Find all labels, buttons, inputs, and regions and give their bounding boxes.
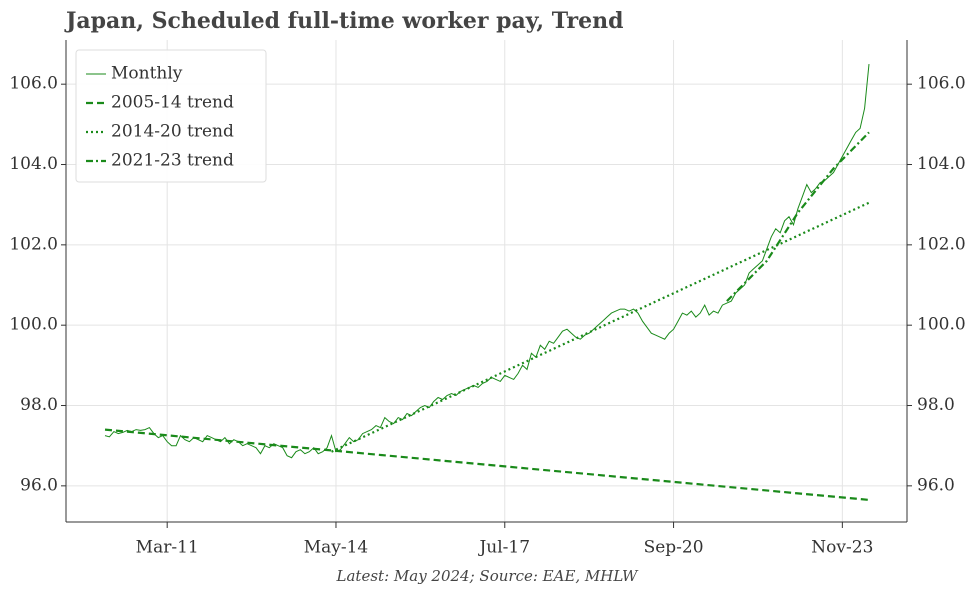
x-tick-label: Sep-20	[644, 538, 704, 558]
y2-tick-label: 96.0	[917, 475, 955, 495]
caption: Latest: May 2024; Source: EAE, MHLW	[336, 567, 639, 585]
y2-tick-label: 100.0	[917, 315, 966, 335]
legend-label: 2014-20 trend	[111, 122, 234, 142]
y2-tick-label: 106.0	[917, 74, 966, 94]
legend-box	[75, 49, 267, 183]
x-tick-label: Nov-23	[811, 538, 873, 558]
y-tick-label: 104.0	[9, 154, 58, 174]
y2-tick-label: 104.0	[917, 154, 966, 174]
y2-tick-label: 102.0	[917, 234, 966, 254]
series-line	[104, 428, 870, 501]
y-tick-label: 98.0	[20, 395, 58, 415]
y-tick-label: 100.0	[9, 315, 58, 335]
series-line	[331, 201, 870, 453]
x-tick-label: May-14	[304, 538, 369, 558]
legend: Monthly 2005-14 trend 2014-20 trend 2021-23…	[75, 49, 267, 183]
legend-label: Monthly	[111, 64, 183, 84]
y-tick-label: 106.0	[9, 74, 58, 94]
chart-title: Japan, Scheduled full-time worker pay, T…	[64, 8, 624, 34]
y2-tick-label: 98.0	[917, 395, 955, 415]
y-tick-label: 96.0	[20, 475, 58, 495]
legend-label: 2005-14 trend	[111, 93, 234, 113]
x-tick-label: Jul-17	[477, 538, 530, 558]
x-tick-label: Mar-11	[136, 538, 199, 558]
y-tick-label: 102.0	[9, 234, 58, 254]
legend-label: 2021-23 trend	[111, 151, 234, 171]
